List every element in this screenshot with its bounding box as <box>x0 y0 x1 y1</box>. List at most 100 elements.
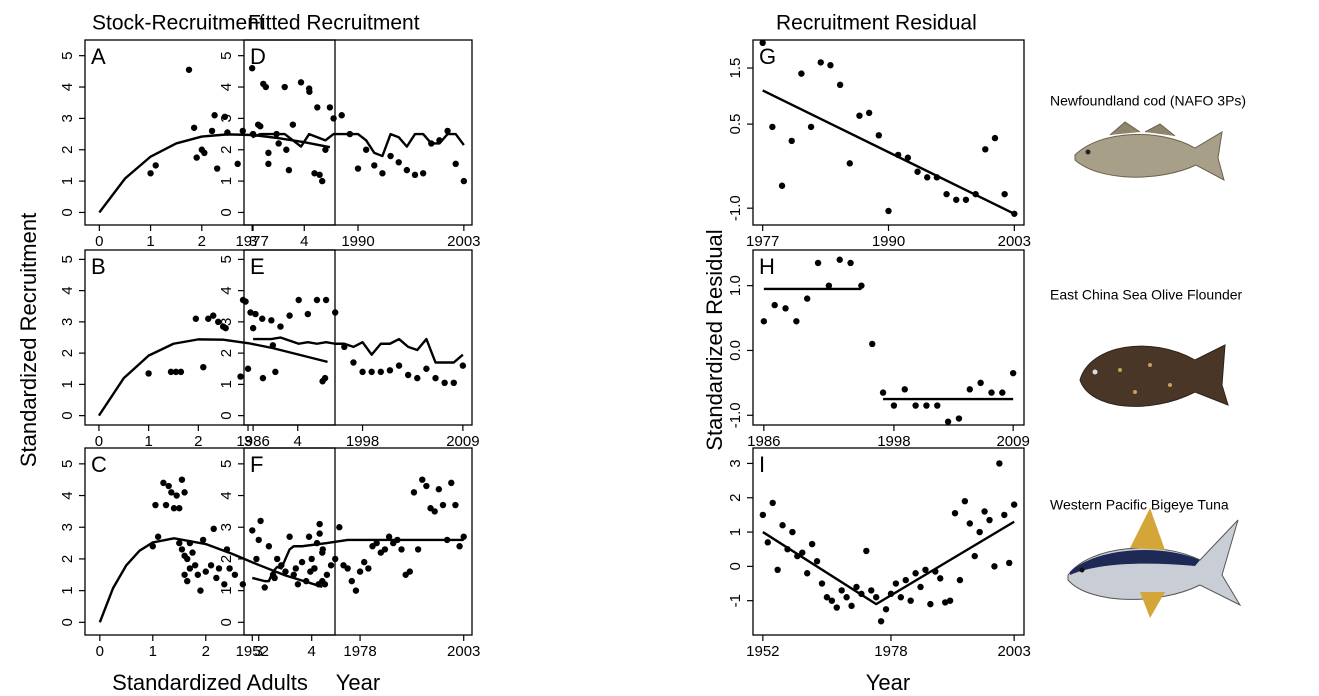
data-point <box>293 565 299 571</box>
data-point <box>843 594 849 600</box>
x-tick-label: 1990 <box>341 233 374 250</box>
y-tick-label: 1.5 <box>727 58 744 79</box>
data-point <box>249 65 255 71</box>
y-tick-label: 4 <box>218 83 235 91</box>
data-point <box>295 581 301 587</box>
y-tick-label: 2 <box>218 555 235 563</box>
data-point <box>957 577 963 583</box>
data-point <box>856 112 862 118</box>
data-point <box>967 520 973 526</box>
data-point <box>201 150 207 156</box>
y-tick-label: 3 <box>218 318 235 326</box>
panel-letter: I <box>759 452 765 477</box>
data-point <box>330 115 336 121</box>
data-point <box>893 580 899 586</box>
data-point <box>902 386 908 392</box>
data-point <box>349 578 355 584</box>
data-point <box>759 40 765 46</box>
data-point <box>234 161 240 167</box>
data-point <box>226 565 232 571</box>
data-point <box>184 556 190 562</box>
data-point <box>866 110 872 116</box>
column-title: Recruitment Residual <box>776 12 977 35</box>
y-tick-label: 0 <box>218 411 235 419</box>
data-point <box>286 312 292 318</box>
data-point <box>837 257 843 263</box>
x-axis-label: Year <box>336 670 380 695</box>
x-tick-label: 1952 <box>236 643 269 660</box>
data-point <box>387 367 393 373</box>
data-point <box>414 375 420 381</box>
data-point <box>793 318 799 324</box>
data-point <box>977 380 983 386</box>
data-point <box>441 380 447 386</box>
data-point <box>956 415 962 421</box>
data-point <box>327 104 333 110</box>
data-point <box>179 476 185 482</box>
panel-letter: B <box>91 254 106 279</box>
x-tick-label: 2 <box>202 643 210 660</box>
data-point <box>256 537 262 543</box>
column-title: Fitted Recruitment <box>248 12 420 35</box>
data-point <box>277 323 283 329</box>
data-point <box>237 373 243 379</box>
data-point <box>1010 370 1016 376</box>
y-tick-label: 5 <box>59 52 76 60</box>
cod-illustration <box>1075 122 1224 180</box>
y-tick-label: 3 <box>59 523 76 531</box>
y-tick-label: -1 <box>727 594 744 607</box>
data-point <box>181 572 187 578</box>
data-point <box>774 567 780 573</box>
data-point <box>339 112 345 118</box>
data-point <box>320 546 326 552</box>
x-tick-label: 2003 <box>447 643 480 660</box>
data-point <box>357 568 363 574</box>
data-point <box>152 502 158 508</box>
x-axis-label: Standardized Adults <box>112 670 308 695</box>
data-point <box>316 530 322 536</box>
x-tick-label: 2 <box>198 233 206 250</box>
data-point <box>912 402 918 408</box>
data-point <box>937 575 943 581</box>
data-point <box>245 366 251 372</box>
data-point <box>306 85 312 91</box>
y-tick-label: 1 <box>727 528 744 536</box>
y-tick-label: 4 <box>218 286 235 294</box>
data-point <box>253 556 259 562</box>
data-point <box>453 161 459 167</box>
data-point <box>829 597 835 603</box>
x-axis-label: Year <box>866 670 910 695</box>
data-point <box>917 584 923 590</box>
data-point <box>952 510 958 516</box>
data-point <box>336 524 342 530</box>
data-point <box>350 359 356 365</box>
data-point <box>771 302 777 308</box>
y-tick-label: 0 <box>59 208 76 216</box>
data-point <box>991 563 997 569</box>
x-tick-label: 0 <box>95 233 103 250</box>
data-point <box>371 162 377 168</box>
y-axis-label: Standardized Residual <box>702 229 727 450</box>
data-point <box>186 67 192 73</box>
data-point <box>818 59 824 65</box>
data-point <box>257 518 263 524</box>
data-point <box>210 312 216 318</box>
data-point <box>240 581 246 587</box>
data-point <box>398 546 404 552</box>
data-point <box>903 577 909 583</box>
data-point <box>863 548 869 554</box>
y-tick-label: 3 <box>218 523 235 531</box>
data-point <box>189 549 195 555</box>
y-tick-label: 2 <box>218 349 235 357</box>
data-point <box>945 419 951 425</box>
panel-letter: C <box>91 452 107 477</box>
data-point <box>986 517 992 523</box>
x-tick-label: 1 <box>146 233 154 250</box>
y-tick-label: 5 <box>218 460 235 468</box>
data-point <box>847 260 853 266</box>
y-tick-label: 5 <box>59 460 76 468</box>
data-point <box>761 318 767 324</box>
data-point <box>282 84 288 90</box>
data-point <box>268 317 274 323</box>
